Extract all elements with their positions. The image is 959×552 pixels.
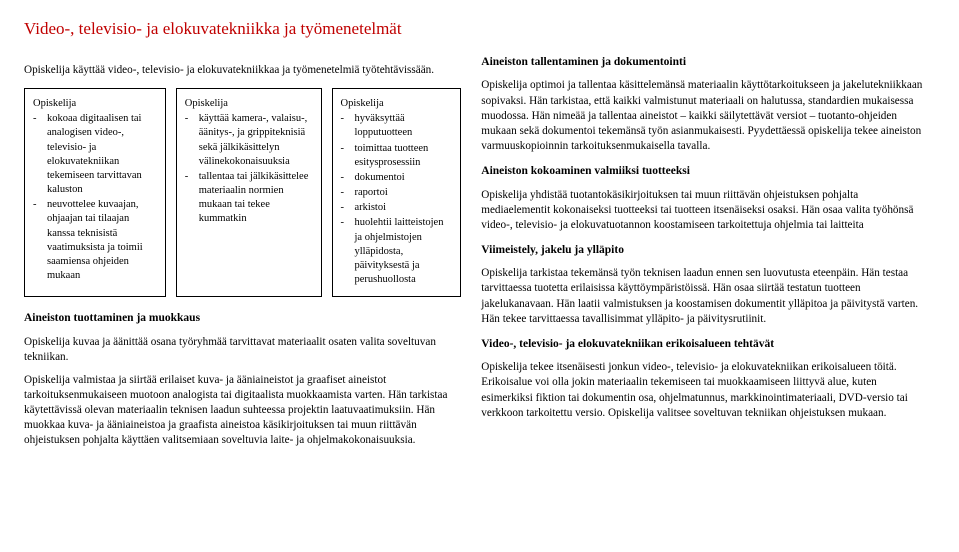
box-2-head: Opiskelija <box>185 97 313 111</box>
dash-icon: - <box>341 142 349 170</box>
left-column: Opiskelija käyttää video-, televisio- ja… <box>24 55 461 457</box>
section-heading: Aineiston tallentaminen ja dokumentointi <box>481 55 927 71</box>
intro-para: Opiskelija käyttää video-, televisio- ja… <box>24 63 461 78</box>
body-para: Opiskelija tekee itsenäisesti jonkun vid… <box>481 360 927 420</box>
list-item: -tallentaa tai jälkikäsittelee materiaal… <box>185 170 313 227</box>
body-para: Opiskelija tarkistaa tekemänsä työn tekn… <box>481 266 927 326</box>
list-item: -huolehtii laitteistojen ja ohjelmistoje… <box>341 216 453 287</box>
list-item: -kokoaa digitaalisen tai analogisen vide… <box>33 112 157 197</box>
dash-icon: - <box>341 171 349 185</box>
body-para: Opiskelija valmistaa ja siirtää erilaise… <box>24 373 461 449</box>
page-columns: Opiskelija käyttää video-, televisio- ja… <box>24 55 935 457</box>
dash-icon: - <box>341 216 349 287</box>
box-row: Opiskelija -kokoaa digitaalisen tai anal… <box>24 88 461 297</box>
dash-icon: - <box>341 201 349 215</box>
list-item: -dokumentoi <box>341 171 453 185</box>
page-title: Video-, televisio- ja elokuvatekniikka j… <box>24 18 935 41</box>
dash-icon: - <box>341 112 349 140</box>
list-item: -hyväksyttää lopputuotteen <box>341 112 453 140</box>
section-heading: Aineiston tuottaminen ja muokkaus <box>24 311 461 327</box>
section-heading: Aineiston kokoaminen valmiiksi tuotteeks… <box>481 164 927 180</box>
box-2: Opiskelija -käyttää kamera-, valaisu-, ä… <box>176 88 322 297</box>
body-para: Opiskelija yhdistää tuotantokäsikirjoitu… <box>481 188 927 233</box>
dash-icon: - <box>185 112 193 169</box>
box-3-head: Opiskelija <box>341 97 453 111</box>
body-para: Opiskelija optimoi ja tallentaa käsittel… <box>481 78 927 154</box>
list-item: -arkistoi <box>341 201 453 215</box>
list-item: -toimittaa tuotteen esitysprosessiin <box>341 142 453 170</box>
box-1-head: Opiskelija <box>33 97 157 111</box>
list-item: -neuvottelee kuvaajan, ohjaajan tai tila… <box>33 198 157 283</box>
section-heading: Viimeistely, jakelu ja ylläpito <box>481 243 927 259</box>
dash-icon: - <box>33 198 41 283</box>
section-heading: Video-, televisio- ja elokuvatekniikan e… <box>481 337 927 353</box>
dash-icon: - <box>185 170 193 227</box>
dash-icon: - <box>341 186 349 200</box>
list-item: -käyttää kamera-, valaisu-, äänitys-, ja… <box>185 112 313 169</box>
list-item: -raportoi <box>341 186 453 200</box>
box-1: Opiskelija -kokoaa digitaalisen tai anal… <box>24 88 166 297</box>
right-column: Aineiston tallentaminen ja dokumentointi… <box>481 55 927 457</box>
box-3: Opiskelija -hyväksyttää lopputuotteen -t… <box>332 88 462 297</box>
body-para: Opiskelija kuvaa ja äänittää osana työry… <box>24 335 461 365</box>
dash-icon: - <box>33 112 41 197</box>
